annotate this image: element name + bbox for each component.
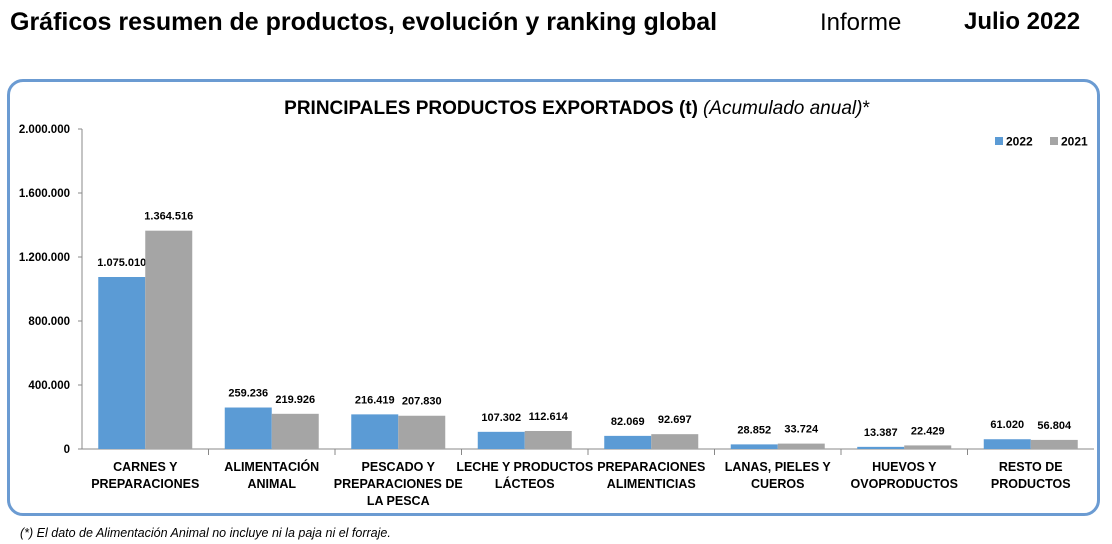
x-category-label: RESTO DE xyxy=(999,460,1063,474)
data-label-2022: 216.419 xyxy=(355,394,395,406)
y-tick-label: 800.000 xyxy=(28,316,70,328)
bar-2022 xyxy=(983,439,1031,449)
y-tick-label: 1.200.000 xyxy=(19,252,70,264)
x-category-label: ALIMENTICIAS xyxy=(607,477,696,491)
bars: 1.075.010 259.236 216.419 107.302 82.069 28.8… xyxy=(97,211,1078,449)
bar-2021 xyxy=(651,434,699,449)
data-label-2022: 107.302 xyxy=(481,412,521,424)
bar-2021 xyxy=(777,443,825,449)
bar-2022 xyxy=(351,414,399,449)
bar-2022 xyxy=(604,435,652,449)
chart-title-mark: * xyxy=(862,98,870,119)
bar-2022 xyxy=(857,446,905,449)
page-title: Gráficos resumen de productos, evolución… xyxy=(10,8,718,36)
legend-swatch-2021 xyxy=(1050,137,1058,145)
x-category-label: LA PESCA xyxy=(367,494,430,508)
data-label-2021: 112.614 xyxy=(529,411,569,423)
data-label-2021: 56.804 xyxy=(1037,420,1072,432)
bar-2021 xyxy=(145,230,193,449)
data-label-2022: 28.852 xyxy=(737,424,771,436)
bar-2022 xyxy=(98,276,146,449)
legend: 2022 2021 xyxy=(995,135,1088,149)
y-tick-label: 1.600.000 xyxy=(19,188,70,200)
data-label-2021: 92.697 xyxy=(658,414,692,426)
x-category-label: CARNES Y xyxy=(113,460,178,474)
data-label-2022: 13.387 xyxy=(864,427,898,439)
bar-2022 xyxy=(224,407,272,449)
data-label-2021: 207.830 xyxy=(402,396,442,408)
legend-swatch-2022 xyxy=(995,137,1003,145)
chart-title-main: PRINCIPALES PRODUCTOS EXPORTADOS (t) xyxy=(284,98,698,119)
report-date: Julio 2022 xyxy=(964,8,1081,35)
x-category-label: OVOPRODUCTOS xyxy=(851,477,958,491)
x-category-label: ANIMAL xyxy=(247,477,296,491)
footnote: (*) El dato de Alimentación Animal no in… xyxy=(20,526,391,540)
bar-2021 xyxy=(1030,439,1078,449)
data-label-2021: 33.724 xyxy=(784,424,819,436)
y-tick-label: 2.000.000 xyxy=(19,124,70,136)
data-label-2022: 259.236 xyxy=(228,388,268,400)
y-tick-label: 0 xyxy=(64,444,70,456)
x-category-label: PREPARACIONES xyxy=(597,460,705,474)
bar-chart: PRINCIPALES PRODUCTOS EXPORTADOS (t) (Acu… xyxy=(19,98,1094,508)
bar-2021 xyxy=(524,430,572,449)
bar-2022 xyxy=(477,431,525,449)
legend-label-2022: 2022 xyxy=(1006,135,1033,149)
x-category-label: LÁCTEOS xyxy=(495,476,555,491)
data-label-2021: 1.364.516 xyxy=(144,211,193,223)
bar-2021 xyxy=(271,413,319,449)
data-label-2022: 61.020 xyxy=(990,419,1024,431)
chart-title: PRINCIPALES PRODUCTOS EXPORTADOS (t) (Acu… xyxy=(284,98,870,119)
legend-label-2021: 2021 xyxy=(1061,135,1088,149)
x-category-label: PRODUCTOS xyxy=(991,477,1071,491)
x-category-label: PESCADO Y xyxy=(362,460,436,474)
data-label-2022: 82.069 xyxy=(611,416,645,428)
report-label: Informe xyxy=(820,9,902,36)
x-category-label: ALIMENTACIÓN xyxy=(224,459,319,474)
x-category-label: PREPARACIONES DE xyxy=(334,477,463,491)
data-label-2021: 219.926 xyxy=(275,394,315,406)
x-category-label: LANAS, PIELES Y xyxy=(725,460,832,474)
chart-title-suffix: (Acumulado anual) xyxy=(703,98,862,119)
x-category-label: CUEROS xyxy=(751,477,804,491)
data-label-2021: 22.429 xyxy=(911,425,945,437)
bar-2021 xyxy=(398,415,446,449)
bar-2022 xyxy=(730,444,778,449)
data-label-2022: 1.075.010 xyxy=(97,257,146,269)
y-tick-label: 400.000 xyxy=(28,380,70,392)
bar-2021 xyxy=(904,445,952,449)
x-category-label: PREPARACIONES xyxy=(91,477,199,491)
x-category-label: HUEVOS Y xyxy=(872,460,937,474)
x-category-label: LECHE Y PRODUCTOS xyxy=(456,460,593,474)
axes: 2.000.000 1.600.000 1.200.000 800.000 400.00… xyxy=(19,124,1094,508)
